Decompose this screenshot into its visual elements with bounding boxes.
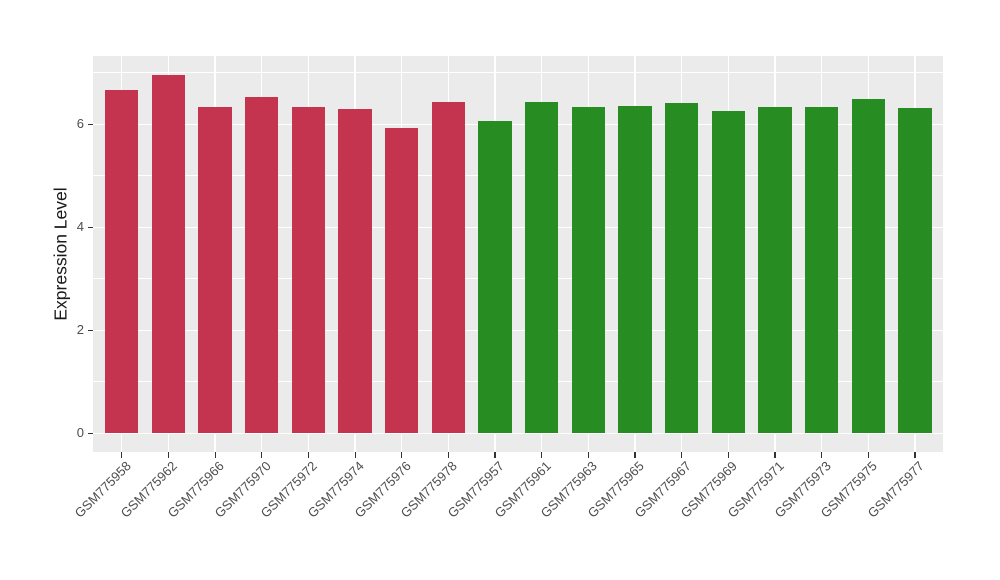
x-tick-mark xyxy=(307,452,309,458)
y-tick-label: 2 xyxy=(76,322,84,338)
bar-GSM775972 xyxy=(291,106,326,434)
bar-GSM775965 xyxy=(618,105,652,434)
bar-GSM775977 xyxy=(898,107,932,434)
bar-GSM775969 xyxy=(711,110,745,434)
plot-panel xyxy=(93,56,943,452)
bar-GSM775967 xyxy=(664,103,699,434)
x-tick-mark xyxy=(447,452,449,458)
x-tick-mark xyxy=(774,452,776,458)
gridline-minor xyxy=(93,175,943,177)
x-tick-mark xyxy=(261,452,263,458)
bar-GSM775966 xyxy=(198,107,232,434)
y-tick-mark xyxy=(87,432,93,434)
x-tick-mark xyxy=(401,452,403,458)
x-tick-mark xyxy=(821,452,823,458)
x-tick-mark xyxy=(354,452,356,458)
y-tick-label: 0 xyxy=(76,425,84,441)
x-tick-mark xyxy=(121,452,123,458)
bar-GSM775958 xyxy=(105,90,139,434)
gridline-major xyxy=(93,226,943,228)
gridline-minor xyxy=(93,278,943,280)
y-tick-label: 4 xyxy=(76,219,84,235)
x-tick-mark xyxy=(867,452,869,458)
bar-GSM775961 xyxy=(524,101,559,434)
gridline-major xyxy=(93,432,943,435)
x-tick-mark xyxy=(541,452,543,458)
bar-GSM775973 xyxy=(804,106,839,434)
gridline-major xyxy=(93,329,943,332)
x-tick-mark xyxy=(914,452,916,458)
x-tick-mark xyxy=(214,452,216,458)
y-tick-label: 6 xyxy=(76,116,84,132)
y-axis-title: Expression Level xyxy=(50,187,71,321)
x-tick-mark xyxy=(167,452,169,458)
bar-GSM775963 xyxy=(571,107,605,434)
bar-GSM775970 xyxy=(244,97,279,434)
bar-GSM775957 xyxy=(478,121,512,434)
y-tick-mark xyxy=(87,226,93,228)
y-tick-mark xyxy=(87,123,93,125)
x-tick-mark xyxy=(634,452,636,458)
x-tick-mark xyxy=(727,452,729,458)
bar-GSM775974 xyxy=(338,108,372,434)
bar-GSM775962 xyxy=(151,75,186,434)
x-tick-mark xyxy=(587,452,589,458)
gridline-major xyxy=(93,123,943,125)
bar-GSM775971 xyxy=(758,106,792,434)
x-tick-mark xyxy=(494,452,496,458)
y-tick-mark xyxy=(87,329,93,331)
bar-GSM775976 xyxy=(384,128,419,434)
bar-GSM775975 xyxy=(851,98,885,434)
gridline-minor xyxy=(93,381,943,383)
bar-GSM775978 xyxy=(431,102,465,434)
x-tick-mark xyxy=(681,452,683,458)
gridline-minor xyxy=(93,72,943,74)
